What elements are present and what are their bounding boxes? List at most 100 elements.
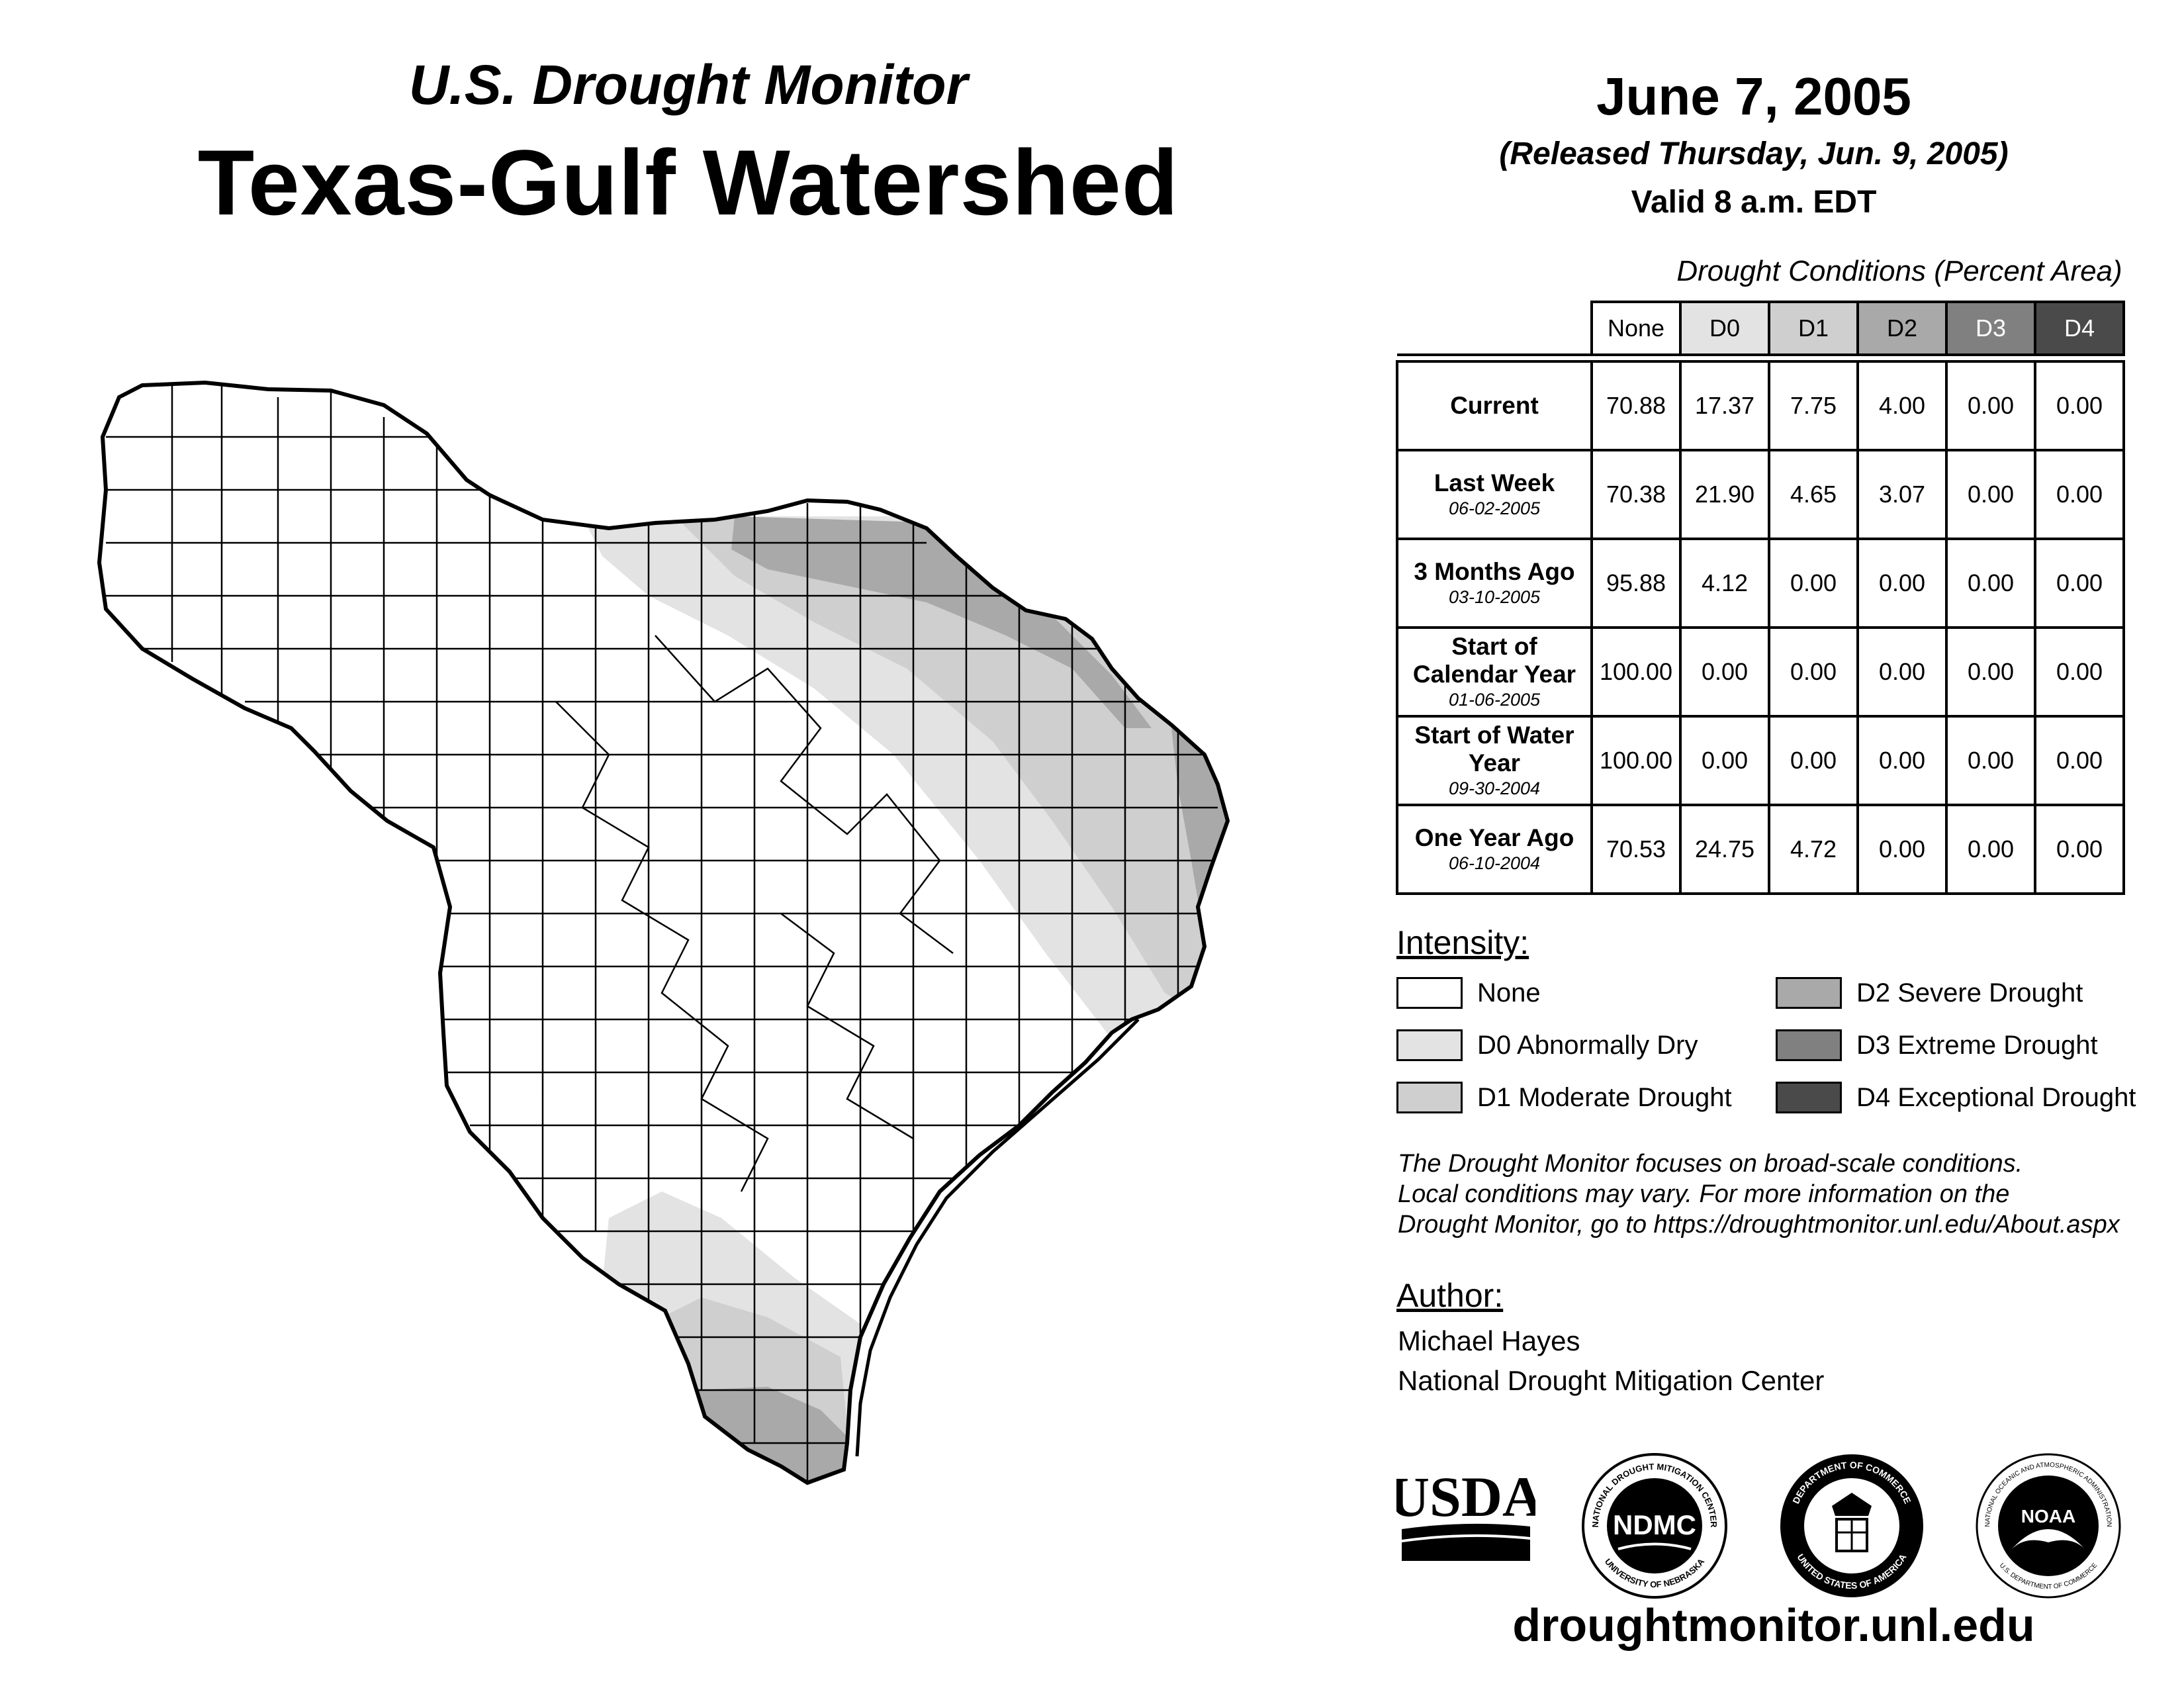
- legend-swatch: [1396, 1029, 1463, 1061]
- table-cell: 4.12: [1679, 538, 1770, 629]
- drought-area-d2-northeast: [731, 516, 1152, 728]
- drought-conditions-table: None D0 D1 D2 D3 D4 Current 70.88 17.37 …: [1396, 301, 2125, 895]
- watershed-map: [97, 380, 1230, 1485]
- row-label-date: 06-02-2005: [1448, 498, 1541, 518]
- disclaimer-line: Local conditions may vary. For more info…: [1398, 1180, 2010, 1208]
- table-cell: 0.00: [1768, 626, 1859, 718]
- table-cell: 0.00: [2034, 715, 2125, 806]
- table-cell: 0.00: [1768, 538, 1859, 629]
- legend-item-d4: D4 Exceptional Drought: [1776, 1080, 2136, 1115]
- table-cell: 0.00: [1945, 538, 2036, 629]
- table-corner: [1397, 302, 1592, 356]
- row-label-start-of-water-year: Start of Water Year 09-30-2004: [1396, 715, 1593, 806]
- table-cell: 0.00: [2034, 626, 2125, 718]
- table-row: Last Week 06-02-2005 70.38 21.90 4.65 3.0…: [1396, 449, 2125, 540]
- legend-item-d0: D0 Abnormally Dry: [1396, 1027, 1698, 1063]
- website-link[interactable]: droughtmonitor.unl.edu: [1512, 1599, 2035, 1651]
- watershed-boundary: [97, 380, 1230, 1485]
- row-label-3-months-ago: 3 Months Ago 03-10-2005: [1396, 538, 1593, 629]
- author-title: Author:: [1396, 1277, 1504, 1314]
- disclaimer-line: Drought Monitor, go to https://droughtmo…: [1398, 1211, 2120, 1239]
- table-cell: 70.53: [1590, 804, 1682, 895]
- legend-label: None: [1477, 978, 1541, 1008]
- table-cell: 7.75: [1768, 360, 1859, 451]
- table-row: Start of Calendar Year 01-06-2005 100.00 …: [1396, 626, 2125, 718]
- table-cell: 4.72: [1768, 804, 1859, 895]
- ndmc-logo-text: NDMC: [1613, 1509, 1696, 1540]
- noaa-logo: NOAA NATIONAL OCEANIC AND ATMOSPHERIC AD…: [1976, 1453, 2121, 1599]
- disclaimer-line: The Drought Monitor focuses on broad-sca…: [1398, 1150, 2023, 1178]
- table-cell: 24.75: [1679, 804, 1770, 895]
- release-date: (Released Thursday, Jun. 9, 2005): [1499, 136, 2009, 171]
- row-label-text: Start of Calendar Year: [1412, 633, 1576, 688]
- valid-time: Valid 8 a.m. EDT: [1631, 185, 1877, 220]
- table-cell: 0.00: [1945, 804, 2036, 895]
- table-cell: 0.00: [2034, 360, 2125, 451]
- usda-logo-text: USDA: [1396, 1465, 1535, 1528]
- table-cell: 0.00: [1768, 715, 1859, 806]
- legend-label: D2 Severe Drought: [1856, 978, 2083, 1008]
- table-cell: 0.00: [1856, 804, 1948, 895]
- table-header-row: None D0 D1 D2 D3 D4: [1397, 301, 2125, 356]
- legend-label: D3 Extreme Drought: [1856, 1030, 2098, 1060]
- legend-item-d2: D2 Severe Drought: [1776, 975, 2083, 1011]
- table-cell: 0.00: [1679, 715, 1770, 806]
- row-label-text: Current: [1450, 392, 1539, 419]
- table-cell: 100.00: [1590, 715, 1682, 806]
- table-gap-row: [1397, 353, 2124, 363]
- table-cell: 4.00: [1856, 360, 1948, 451]
- column-header-d0: D0: [1679, 301, 1770, 356]
- row-label-date: 09-30-2004: [1448, 778, 1541, 798]
- table-cell: 70.88: [1590, 360, 1682, 451]
- row-label-text: One Year Ago: [1414, 824, 1574, 851]
- row-label-text: 3 Months Ago: [1414, 558, 1575, 585]
- table-cell: 3.07: [1856, 449, 1948, 540]
- disclaimer: The Drought Monitor focuses on broad-sca…: [1398, 1149, 2179, 1240]
- legend-label: D0 Abnormally Dry: [1477, 1030, 1698, 1060]
- table-row: One Year Ago 06-10-2004 70.53 24.75 4.72 …: [1396, 804, 2125, 895]
- table-cell: 0.00: [1856, 538, 1948, 629]
- column-header-d2: D2: [1856, 301, 1948, 356]
- legend-swatch: [1776, 977, 1842, 1009]
- column-header-d4: D4: [2034, 301, 2125, 356]
- row-label-date: 06-10-2004: [1448, 853, 1541, 873]
- table-cell: 0.00: [1856, 626, 1948, 718]
- row-label-text: Last Week: [1433, 469, 1555, 496]
- table-cell: 17.37: [1679, 360, 1770, 451]
- legend-title: Intensity:: [1396, 924, 1529, 961]
- usda-logo: USDA: [1396, 1465, 1535, 1561]
- legend-item-d1: D1 Moderate Drought: [1396, 1080, 1732, 1115]
- author-org: National Drought Mitigation Center: [1398, 1365, 1825, 1396]
- table-row: Current 70.88 17.37 7.75 4.00 0.00 0.00: [1396, 360, 2125, 451]
- table-cell: 21.90: [1679, 449, 1770, 540]
- legend-label: D4 Exceptional Drought: [1856, 1082, 2136, 1112]
- legend-label: D1 Moderate Drought: [1477, 1082, 1732, 1112]
- map-subtitle: U.S. Drought Monitor: [408, 54, 968, 116]
- legend-swatch: [1396, 1082, 1463, 1113]
- table-cell: 0.00: [2034, 804, 2125, 895]
- row-label-start-of-calendar-year: Start of Calendar Year 01-06-2005: [1396, 626, 1593, 718]
- table-row: Start of Water Year 09-30-2004 100.00 0.0…: [1396, 715, 2125, 806]
- legend-swatch: [1776, 1029, 1842, 1061]
- table-cell: 95.88: [1590, 538, 1682, 629]
- table-cell: 0.00: [1945, 715, 2036, 806]
- table-cell: 0.00: [1945, 449, 2036, 540]
- legend-item-none: None: [1396, 975, 1541, 1011]
- row-label-text: Start of Water Year: [1414, 722, 1574, 776]
- map-date: June 7, 2005: [1596, 67, 1911, 126]
- table-cell: 0.00: [1945, 626, 2036, 718]
- table-caption: Drought Conditions (Percent Area): [1676, 255, 2122, 287]
- legend-item-d3: D3 Extreme Drought: [1776, 1027, 2098, 1063]
- row-label-date: 01-06-2005: [1448, 690, 1541, 710]
- noaa-bird-icon: [2012, 1529, 2085, 1549]
- doc-seal-logo: DEPARTMENT OF COMMERCE UNITED STATES OF …: [1780, 1454, 1923, 1597]
- table-cell: 0.00: [1856, 715, 1948, 806]
- barrier-islands: [855, 1018, 1140, 1457]
- table-cell: 100.00: [1590, 626, 1682, 718]
- row-label-date: 03-10-2005: [1448, 587, 1541, 607]
- table-cell: 0.00: [1945, 360, 2036, 451]
- eagle-icon: [1832, 1493, 1872, 1516]
- row-label-current: Current: [1396, 360, 1593, 451]
- drought-area-d1-east: [675, 516, 1218, 1026]
- ndmc-logo: NDMC NATIONAL DROUGHT MITIGATION CENTER …: [1582, 1453, 1727, 1599]
